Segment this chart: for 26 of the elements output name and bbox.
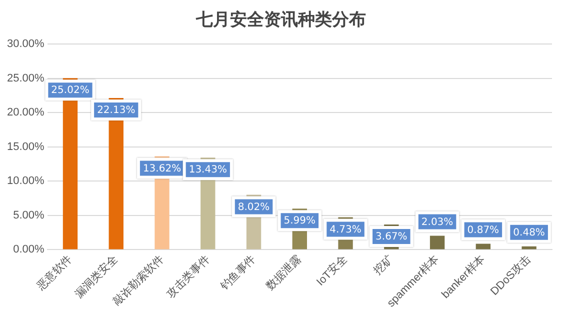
x-tick-label: 攻击类事件 (164, 252, 212, 301)
x-tick-label: IoT安全 (314, 252, 350, 288)
data-label: 0.87% (467, 224, 500, 236)
data-label: 13.62% (142, 163, 182, 174)
x-tick-label: 数据泄露 (264, 252, 304, 293)
data-label: 25.02% (51, 85, 90, 96)
bar (476, 244, 491, 250)
data-label: 4.73% (330, 224, 362, 236)
bar (522, 246, 536, 250)
y-tick-label: 10.00% (6, 175, 45, 188)
x-tick-label: 挖矿 (370, 252, 396, 278)
y-tick-label: 20.00% (6, 106, 45, 119)
data-label: 22.13% (97, 105, 136, 116)
data-label: 5.99% (284, 216, 316, 227)
x-tick-label: 钓鱼事件 (217, 252, 258, 294)
data-label: 0.48% (513, 227, 545, 238)
y-tick-label: 15.00% (6, 140, 45, 153)
data-label: 2.03% (421, 216, 454, 228)
bar (430, 236, 445, 250)
data-label: 8.02% (238, 202, 270, 213)
data-label: 13.43% (188, 164, 227, 176)
y-tick-label: 25.00% (6, 72, 45, 84)
chart-title: 七月安全资讯种类分布 (194, 9, 367, 31)
data-label: 3.67% (376, 232, 408, 243)
y-tick-label: 5.00% (13, 209, 45, 222)
y-tick-label: 30.00% (6, 38, 45, 50)
